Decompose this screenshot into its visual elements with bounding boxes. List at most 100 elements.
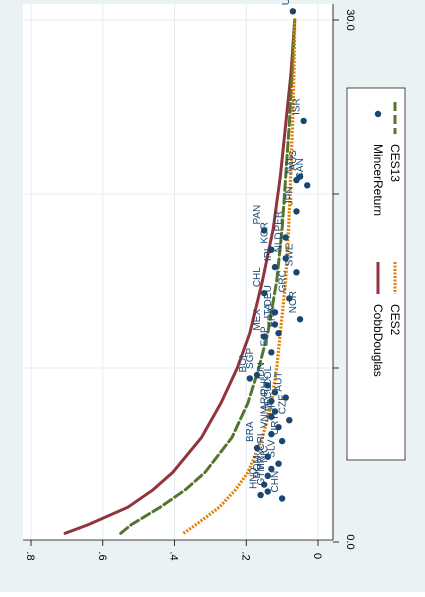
point-label: DOM	[252, 455, 263, 478]
point-label: ITA	[263, 303, 274, 318]
series-line-ces2	[182, 19, 297, 535]
scatter-point	[278, 437, 286, 445]
scatter-point	[271, 309, 279, 316]
scatter-point	[282, 394, 289, 401]
legend-label-cobbdouglas: CobbDouglas	[371, 304, 385, 377]
point-label: BRA	[245, 421, 256, 442]
scatter-point	[253, 444, 261, 452]
scatter-point	[275, 423, 282, 431]
scatter-point	[264, 472, 271, 480]
series-line-ces13	[119, 18, 297, 535]
point-label: PRY	[256, 449, 267, 470]
scatter-point	[271, 263, 279, 271]
point-label: CHL	[252, 267, 263, 287]
scatter-point	[268, 246, 275, 253]
point-label: GRC	[277, 270, 288, 292]
plot-area	[23, 4, 333, 540]
point-label: PER	[274, 211, 285, 232]
point-label: TUR	[267, 401, 278, 422]
point-label: AUT	[274, 372, 285, 392]
point-label: ESP	[259, 326, 270, 346]
scatter-point	[253, 371, 261, 379]
point-label: ECU	[263, 384, 274, 405]
point-label: ARG	[259, 389, 270, 411]
point-label: MEX	[252, 309, 263, 331]
scatter-point	[246, 375, 254, 382]
scatter-point	[282, 234, 289, 241]
point-label: NLD	[274, 232, 285, 252]
scatter-point	[268, 413, 275, 420]
point-label: AUS	[288, 150, 299, 171]
scatter-point	[271, 389, 279, 396]
scatter-point	[264, 488, 271, 495]
point-label: SWE	[284, 243, 295, 266]
scatter-point	[268, 465, 275, 473]
point-label: SLV	[267, 439, 278, 457]
scatter-point	[275, 330, 282, 337]
point-label: IRL	[263, 245, 274, 261]
point-label: BOL	[238, 352, 249, 372]
scatter-point	[282, 255, 289, 262]
point-label: ISR	[292, 98, 303, 115]
point-label: CAN	[295, 158, 306, 179]
y-tick-label: .4	[168, 551, 180, 560]
point-label: GTM	[256, 463, 267, 485]
scatter-point	[260, 227, 268, 234]
point-label: NZL	[284, 155, 295, 174]
point-label: CRI	[256, 434, 267, 451]
scatter-point	[271, 321, 279, 328]
scatter-point	[264, 382, 271, 389]
scatter-point	[286, 295, 293, 302]
legend: MincerReturn CobbDouglas CES13 CES2	[346, 87, 406, 461]
scatter-point	[257, 491, 264, 499]
scatter-point	[260, 333, 268, 340]
scatter-point	[268, 430, 275, 438]
scatter-point	[300, 117, 307, 125]
x-tick-label: 0.0	[344, 534, 356, 549]
point-label: KOR	[259, 222, 270, 244]
grid-layer	[23, 4, 333, 543]
scatter-point	[264, 453, 271, 460]
y-tick-label: 0	[311, 553, 323, 559]
point-label: FRA	[267, 307, 278, 327]
x-tick-label: 30.0	[344, 9, 356, 30]
legend-marker-mincerreturn	[374, 110, 382, 118]
point-label: NIC	[259, 446, 270, 463]
point-label: HND	[249, 467, 260, 489]
y-tick-label: .6	[96, 551, 108, 560]
scatter-point	[289, 8, 297, 15]
y-tick-label: .8	[24, 551, 36, 560]
scatter-point	[278, 495, 286, 502]
point-label: PHL	[259, 375, 270, 395]
point-label: NOR	[288, 291, 299, 313]
scatter-point	[304, 182, 311, 189]
series-layer	[63, 8, 311, 535]
series-line-cobbdouglas	[63, 18, 297, 535]
point-label: PAN	[252, 205, 263, 225]
legend-label-ces13: CES13	[388, 144, 402, 182]
point-label: VNM	[259, 406, 270, 428]
scatter-point	[296, 316, 304, 323]
scatter-point	[296, 173, 304, 180]
scatter-point	[271, 408, 279, 415]
scatter-point	[293, 269, 300, 276]
point-label: DEU	[263, 285, 274, 306]
point-label: COL	[263, 365, 274, 386]
point-label: CHN	[270, 471, 281, 493]
y-tick-label: .2	[239, 551, 251, 560]
point-label: SGP	[245, 348, 256, 369]
scatter-point	[293, 208, 300, 215]
point-label: URY	[270, 414, 281, 435]
scatter-point	[268, 349, 275, 356]
legend-label-ces2: CES2	[388, 304, 402, 336]
point-label: JPN	[284, 186, 295, 205]
point-label: IDN	[256, 362, 267, 379]
scatter-point	[268, 397, 275, 405]
point-label: USA	[281, 0, 292, 5]
point-label: CZE	[277, 394, 288, 414]
scatter-point	[260, 289, 268, 297]
legend-label-mincerreturn: MincerReturn	[371, 144, 385, 216]
